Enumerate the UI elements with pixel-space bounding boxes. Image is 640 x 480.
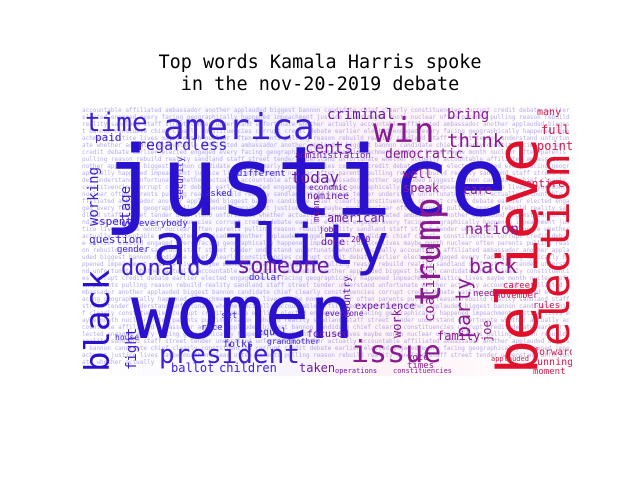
word-entire: entire [525,177,565,190]
word-president: president [159,340,300,370]
word-ability: ability [153,213,390,278]
word-time: time [85,108,148,138]
word-someone: someone [237,254,330,279]
word-everyone: everyone [325,309,364,318]
word-coalition: coalition [422,246,438,322]
word-full: full [541,123,570,137]
word-american: american [327,211,385,225]
word-economic: economic [309,183,348,192]
word-applauded: applauded [491,355,529,363]
word-nominee: nominee [307,191,350,202]
word-forward: forward [533,347,572,358]
word-issue: issue [351,335,442,370]
word-america: america [163,107,315,148]
filler-words: accountable affiliated ambassador anothe… [82,107,570,366]
chart-title: Top words Kamala Harris spoke in the nov… [0,52,640,96]
word-dollar: dollar [249,273,282,283]
word-women: women [131,270,354,356]
word-moment: moment [533,367,566,377]
word-operations: operations [335,367,378,375]
word-november: november [495,291,539,301]
word-set: set [221,311,238,321]
word-win: win [373,111,435,151]
word-nation: nation [465,220,520,238]
word-points: points [537,139,572,153]
word-rules: rules [533,301,561,311]
word-work: work [390,309,404,338]
word-today: today [291,168,340,187]
word-justice: justice [103,126,508,238]
word-needs: needs [473,289,501,299]
word-vote: vote [407,353,429,363]
word-administration: administration [295,151,371,161]
word-running: running [531,357,572,368]
word-equal: equal [257,327,288,338]
word-care: care [463,183,492,197]
word-family: family [437,329,481,343]
word-well: well [403,167,432,181]
word-security: security [176,156,186,200]
word-everybody: everybody [139,219,188,229]
word-many: many [537,107,562,118]
word-career: career [503,281,536,291]
title-line-1: Top words Kamala Harris spoke [158,52,482,73]
word-think: think [447,130,505,152]
word-cloud: accountable affiliated ambassador anothe… [81,106,572,376]
word-taken: taken [299,361,336,375]
word-speak: speak [403,181,440,195]
word-joe: joe [480,320,494,342]
word-question: question [89,233,142,246]
word-folks: folks [223,339,254,350]
word-2020: 2020 [351,235,371,244]
word-times: times [407,361,435,371]
word-democratic: democratic [385,147,464,162]
word-means: means [312,194,322,222]
word-donald: donald [121,256,201,281]
word-house: house [115,333,140,342]
word-regardless: regardless [137,136,228,154]
word-gender: gender [117,245,150,255]
word-asked: asked [205,189,233,199]
word-criminal: criminal [327,107,395,123]
word-race: race [201,323,223,333]
word-ballot: ballot [171,361,215,375]
word-bring: bring [447,107,490,123]
title-line-2: in the nov-20-2019 debate [180,74,460,95]
word-back: back [469,254,518,278]
word-experience: experience [355,301,416,312]
word-grandmother: grandmother [267,337,320,346]
word-done: done [321,237,346,248]
word-spent: spent [99,215,133,228]
word-focused: focused [307,329,350,340]
word-constituencies: constituencies [393,367,453,375]
word-cents: cents [305,138,354,157]
word-children: children [219,361,277,375]
word-jobs: jobs [319,225,339,234]
word-paid: paid [95,131,122,144]
word-different: different [237,169,286,179]
word-black: black [81,269,118,372]
